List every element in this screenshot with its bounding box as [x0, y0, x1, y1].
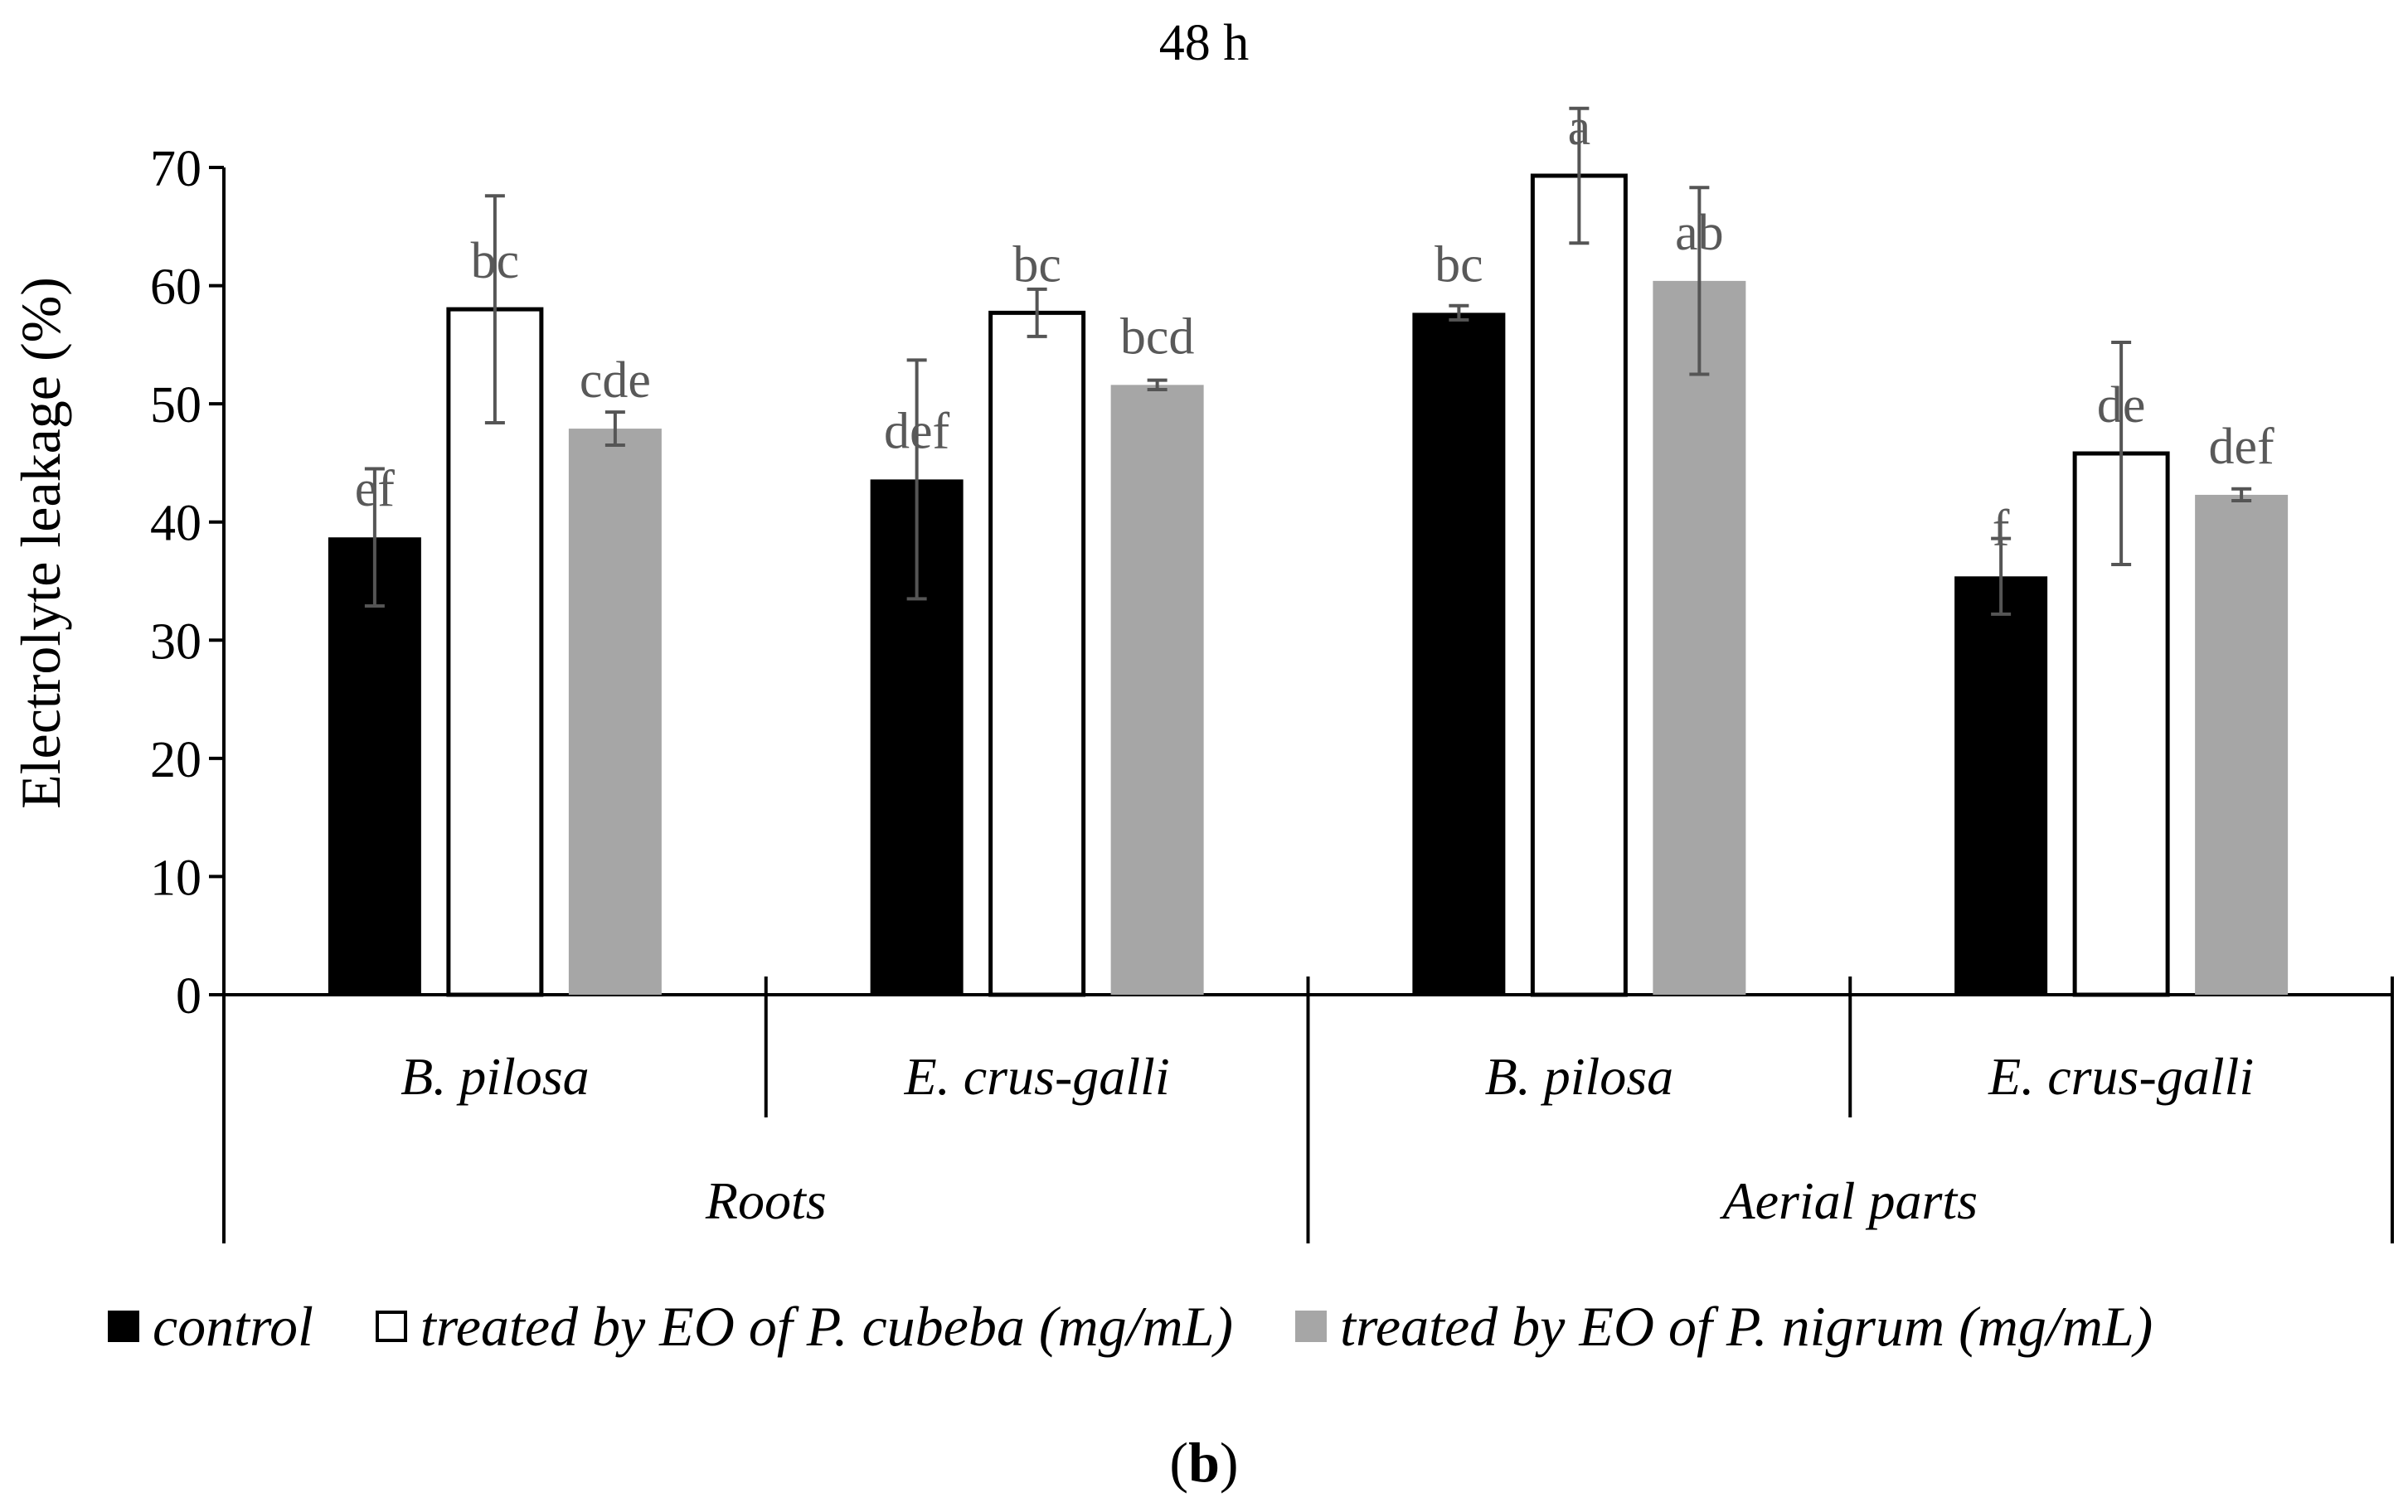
legend-label-p-nigrum: treated by EO of P. nigrum (mg/mL) — [1340, 1294, 2153, 1358]
significance-label: cde — [580, 352, 651, 409]
panel-letter: b — [1188, 1431, 1220, 1494]
legend-label-control: control — [153, 1294, 313, 1358]
bar — [1954, 576, 2048, 995]
y-axis-label: Electrolyte leakage (%) — [9, 277, 72, 809]
significance-label: f — [1993, 500, 2010, 556]
bar — [446, 307, 544, 997]
category-label: E. crus-galli — [1988, 1047, 2254, 1106]
bar — [2195, 494, 2289, 995]
y-tick-label: 70 — [150, 141, 201, 197]
significance-label: de — [2097, 377, 2146, 434]
y-tick-label: 60 — [150, 259, 201, 316]
bar — [1412, 313, 1506, 995]
significance-label: bcd — [1120, 308, 1195, 365]
significance-label: bc — [1435, 236, 1483, 293]
bar — [988, 310, 1086, 997]
legend-item-control: control — [108, 1294, 313, 1359]
y-tick-label: 40 — [150, 496, 201, 552]
significance-label: ab — [1675, 205, 1724, 261]
legend-swatch-p-cubeba — [375, 1311, 407, 1342]
chart-title: 48 h — [1159, 15, 1250, 71]
bar — [1530, 173, 1628, 997]
legend: control treated by EO of P. cubeba (mg/m… — [108, 1289, 2215, 1364]
y-tick-label: 10 — [150, 850, 201, 906]
y-tick-label: 20 — [150, 732, 201, 788]
bar — [328, 537, 421, 995]
y-tick-label: 50 — [150, 377, 201, 434]
significance-label: def — [2209, 419, 2275, 475]
significance-label: bc — [1012, 236, 1061, 293]
category-label: E. crus-galli — [904, 1047, 1170, 1106]
y-tick-label: 0 — [176, 968, 201, 1025]
legend-item-p-cubeba: treated by EO of P. cubeba (mg/mL) — [375, 1294, 1234, 1359]
legend-label-p-cubeba: treated by EO of P. cubeba (mg/mL) — [420, 1294, 1234, 1358]
group-label: Aerial parts — [1719, 1171, 1978, 1230]
bar — [1653, 280, 1746, 996]
significance-label: def — [884, 403, 950, 459]
legend-swatch-control — [108, 1311, 139, 1342]
bar — [1110, 385, 1204, 995]
bar — [568, 429, 662, 995]
legend-item-p-nigrum: treated by EO of P. nigrum (mg/mL) — [1295, 1294, 2153, 1359]
significance-label: bc — [471, 233, 520, 289]
significance-label: ef — [355, 461, 396, 517]
y-tick-label: 30 — [150, 613, 201, 670]
group-label: Roots — [705, 1171, 827, 1230]
category-label: B. pilosa — [1485, 1047, 1674, 1106]
category-label: B. pilosa — [401, 1047, 590, 1106]
panel-label: (b) — [1169, 1431, 1239, 1494]
significance-label: a — [1568, 99, 1591, 156]
legend-swatch-p-nigrum — [1295, 1311, 1328, 1342]
